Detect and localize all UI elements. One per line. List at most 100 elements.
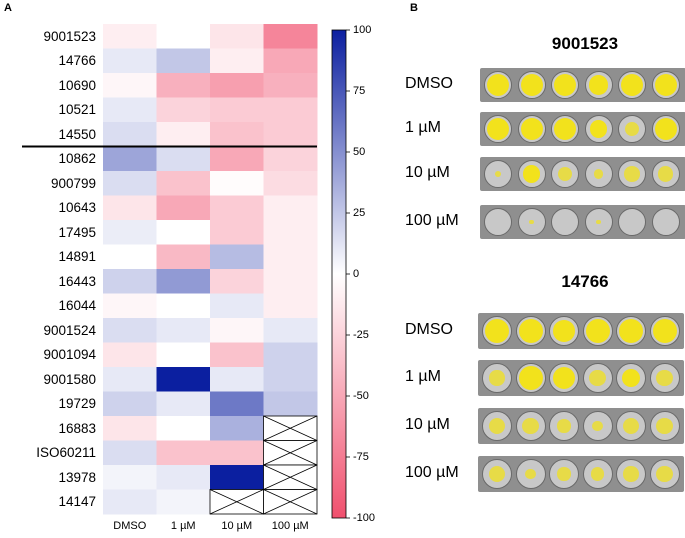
heatmap-cell	[210, 24, 264, 49]
heatmap-cell-missing	[263, 489, 318, 515]
well	[649, 411, 680, 441]
worm-growth	[589, 369, 606, 387]
heatmap-cell	[103, 465, 157, 490]
heatmap-column-label: 10 µM	[221, 520, 253, 532]
worm-growth	[554, 74, 576, 96]
worm-growth	[585, 319, 610, 343]
well-plate-strip	[480, 112, 685, 146]
heatmap-row-label: 16883	[58, 420, 96, 436]
well	[618, 71, 646, 99]
heatmap-cell	[263, 391, 318, 417]
heatmap-cell	[263, 244, 318, 270]
worm-growth	[657, 166, 674, 182]
well	[482, 459, 512, 489]
worm-growth	[488, 465, 506, 483]
well	[551, 115, 579, 143]
heatmap-row-label: 19729	[58, 396, 96, 411]
heatmap-cell	[156, 97, 211, 123]
well	[649, 459, 680, 489]
heatmap-row-label: 9001524	[43, 322, 96, 338]
well-plate-strip	[478, 408, 684, 444]
heatmap-row-label: ISO60211	[36, 445, 96, 460]
well	[517, 160, 546, 188]
heatmap-cell	[103, 318, 157, 343]
heatmap-row-label: 14891	[58, 249, 96, 264]
heatmap-row-label: 10521	[58, 102, 96, 117]
worm-growth	[558, 167, 572, 181]
heatmap-cell	[210, 73, 264, 98]
worm-growth	[624, 166, 640, 182]
heatmap-cell	[103, 122, 157, 147]
heatmap-cell	[103, 416, 157, 441]
well	[651, 160, 680, 188]
heatmap-row-label: 14766	[58, 53, 96, 68]
worm-growth	[592, 420, 603, 432]
well	[649, 316, 680, 346]
heatmap-cell	[156, 24, 211, 49]
well-plate-strip	[480, 205, 685, 239]
worm-growth	[654, 74, 677, 96]
heatmap-cell	[103, 24, 157, 49]
heatmap-cell	[156, 342, 211, 368]
well	[517, 115, 546, 143]
well	[616, 363, 646, 393]
worm-growth	[522, 417, 539, 435]
well	[484, 160, 512, 188]
well	[618, 208, 646, 236]
colorbar-tick-label: 0	[353, 268, 360, 280]
well	[549, 363, 579, 393]
heatmap-cell	[263, 122, 318, 147]
well	[582, 411, 613, 441]
heatmap-row-label: 10690	[58, 77, 96, 93]
heatmap-cell-missing	[263, 440, 318, 466]
well	[584, 208, 613, 236]
worm-growth	[622, 417, 640, 435]
heatmap-cell	[210, 195, 264, 221]
worm-growth	[520, 74, 543, 96]
well	[582, 363, 613, 393]
heatmap-row-label: 16443	[58, 273, 96, 289]
worm-growth	[487, 74, 509, 96]
worm-growth	[656, 369, 673, 387]
heatmap-cell	[156, 171, 211, 196]
heatmap-cell	[210, 97, 264, 123]
well	[551, 208, 579, 236]
well	[551, 71, 579, 99]
worm-growth	[596, 219, 601, 225]
colorbar-tick-label: -25	[353, 329, 369, 341]
heatmap-cell	[210, 416, 264, 441]
heatmap-column-label: 100 µM	[271, 520, 309, 532]
worm-growth	[494, 170, 502, 178]
well	[484, 71, 512, 99]
well-plate-strip	[480, 157, 685, 191]
well	[582, 316, 613, 346]
well	[517, 71, 546, 99]
well	[584, 71, 613, 99]
heatmap-cell	[103, 171, 157, 196]
heatmap-cell	[210, 220, 264, 245]
well	[616, 316, 646, 346]
well	[651, 71, 680, 99]
heatmap-cell	[210, 391, 264, 417]
well	[616, 459, 646, 489]
worm-growth	[518, 366, 543, 390]
well	[515, 316, 546, 346]
heatmap-cell	[263, 24, 318, 49]
well	[515, 459, 546, 489]
worm-growth	[557, 419, 571, 433]
heatmap-cell	[263, 269, 318, 294]
heatmap-cell	[210, 122, 264, 147]
colorbar-tick-label: -75	[353, 451, 369, 463]
worm-growth	[625, 122, 639, 136]
worm-growth	[593, 169, 604, 179]
worm-growth	[487, 118, 509, 140]
heatmap-row-label: 13978	[58, 469, 96, 485]
well	[584, 160, 613, 188]
heatmap-cell	[156, 391, 211, 417]
heatmap-cell	[156, 195, 211, 221]
worm-growth	[553, 320, 575, 342]
heatmap-cell-missing	[209, 489, 264, 515]
concentration-label: 1 µM	[405, 119, 441, 136]
heatmap-cell	[103, 220, 157, 245]
heatmap-cell	[263, 293, 318, 319]
